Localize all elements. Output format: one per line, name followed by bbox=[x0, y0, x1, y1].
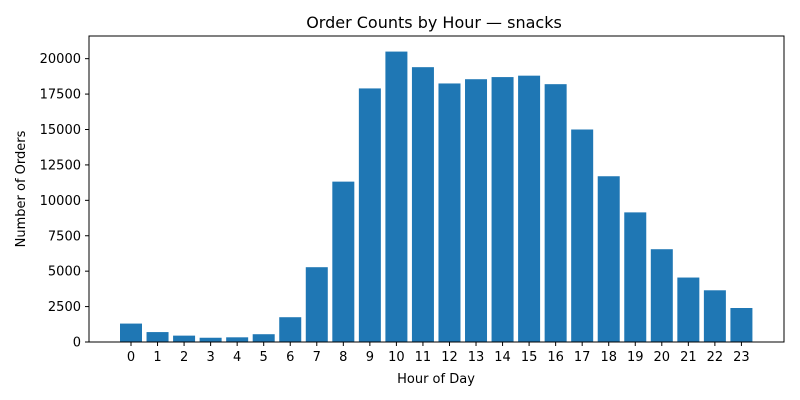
bar-hour-16 bbox=[544, 84, 567, 343]
plot-frame bbox=[88, 35, 785, 343]
bar-hour-7 bbox=[305, 267, 328, 342]
x-tick-label: 12 bbox=[441, 350, 458, 365]
y-axis-ticks: 0 2500 5000 7500 10000 12500 15000 17500 20000 bbox=[40, 52, 89, 351]
x-tick-label: 17 bbox=[574, 350, 591, 365]
bar-hour-0 bbox=[120, 323, 142, 342]
bar-hour-18 bbox=[597, 176, 620, 342]
x-tick-label: 0 bbox=[127, 350, 135, 365]
x-tick-label: 1 bbox=[153, 350, 161, 365]
x-tick-label: 2 bbox=[180, 350, 188, 365]
bar-hour-5 bbox=[252, 334, 275, 342]
bar-hour-22 bbox=[703, 290, 726, 342]
x-tick-label: 23 bbox=[733, 350, 750, 365]
bar-hour-4 bbox=[226, 337, 249, 342]
y-tick-label: 15000 bbox=[40, 123, 81, 138]
x-tick-label: 5 bbox=[260, 350, 268, 365]
bar-hour-12 bbox=[438, 83, 461, 343]
bar-hour-9 bbox=[358, 88, 381, 342]
x-tick-label: 22 bbox=[707, 350, 724, 365]
bar-hour-23 bbox=[730, 308, 753, 342]
bars-group bbox=[120, 51, 753, 343]
x-tick-label: 21 bbox=[680, 350, 697, 365]
bar-hour-6 bbox=[279, 317, 302, 342]
y-axis-label: Number of Orders bbox=[14, 130, 29, 247]
bar-hour-19 bbox=[624, 212, 647, 343]
bar-hour-1 bbox=[146, 332, 169, 342]
bar-hour-20 bbox=[650, 249, 673, 342]
bar-hour-2 bbox=[173, 335, 196, 343]
x-axis-label: Hour of Day bbox=[397, 372, 475, 387]
bar-hour-13 bbox=[465, 79, 488, 343]
y-tick-label: 17500 bbox=[40, 88, 81, 103]
y-tick-label: 7500 bbox=[48, 229, 81, 244]
x-tick-label: 3 bbox=[206, 350, 214, 365]
bar-hour-3 bbox=[199, 337, 222, 342]
x-tick-label: 16 bbox=[547, 350, 564, 365]
bar-hour-17 bbox=[571, 129, 594, 342]
x-tick-label: 19 bbox=[627, 350, 644, 365]
x-tick-label: 8 bbox=[339, 350, 347, 365]
bar-hour-21 bbox=[677, 277, 700, 342]
x-tick-label: 20 bbox=[654, 350, 671, 365]
x-tick-label: 11 bbox=[415, 350, 432, 365]
bar-hour-11 bbox=[411, 67, 434, 343]
y-tick-label: 20000 bbox=[40, 52, 81, 67]
x-tick-label: 9 bbox=[366, 350, 374, 365]
x-tick-label: 14 bbox=[494, 350, 511, 365]
x-tick-label: 15 bbox=[521, 350, 538, 365]
y-tick-label: 0 bbox=[73, 336, 81, 351]
y-tick-label: 5000 bbox=[48, 265, 81, 280]
x-tick-label: 10 bbox=[388, 350, 405, 365]
x-tick-label: 6 bbox=[286, 350, 294, 365]
chart-title: Order Counts by Hour — snacks bbox=[306, 13, 562, 32]
bar-hour-14 bbox=[491, 77, 514, 342]
y-tick-label: 2500 bbox=[48, 300, 81, 315]
x-tick-label: 18 bbox=[600, 350, 617, 365]
x-tick-label: 4 bbox=[233, 350, 241, 365]
y-tick-label: 10000 bbox=[40, 194, 81, 209]
bar-hour-8 bbox=[332, 181, 355, 342]
x-axis-ticks: 0 1 2 3 4 5 6 7 8 9 10 11 12 13 14 15 16 17 18 19 20 21 22 23 bbox=[127, 342, 750, 365]
bar-hour-15 bbox=[518, 75, 541, 343]
y-tick-label: 12500 bbox=[40, 158, 81, 173]
x-tick-label: 7 bbox=[313, 350, 321, 365]
bar-hour-10 bbox=[385, 51, 408, 342]
x-tick-label: 13 bbox=[468, 350, 485, 365]
